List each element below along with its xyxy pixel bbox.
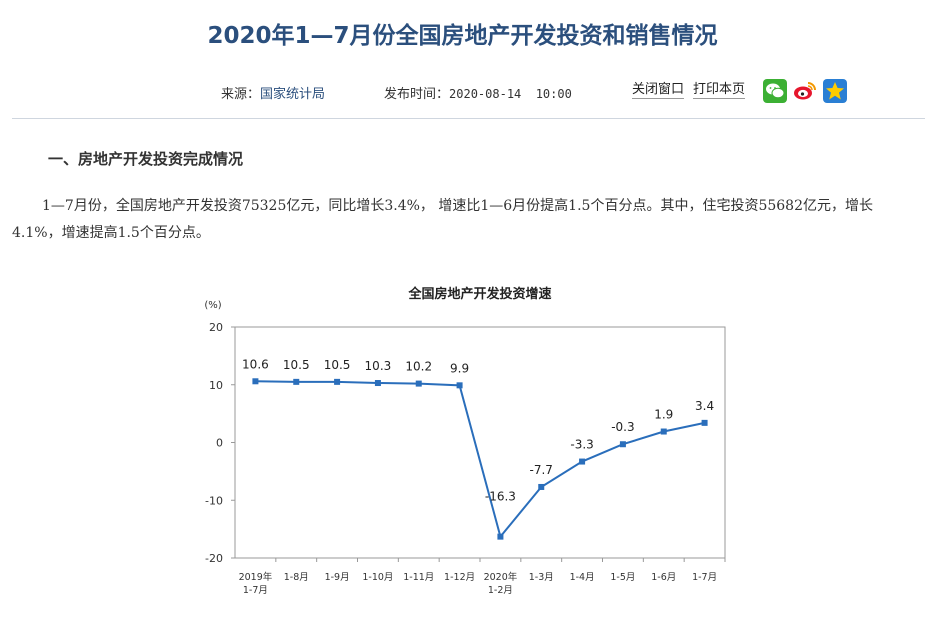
- data-point: [334, 378, 341, 385]
- y-tick-label: -20: [205, 552, 223, 565]
- x-tick-label: 1-9月: [325, 572, 350, 583]
- data-point: [415, 380, 422, 387]
- y-axis-label: (%): [204, 300, 221, 311]
- data-label: 10.6: [242, 357, 269, 371]
- x-tick-label: 1-6月: [651, 572, 676, 583]
- header-divider: [12, 118, 925, 119]
- data-label: -7.7: [530, 463, 553, 477]
- x-tick-label: 1-3月: [529, 572, 554, 583]
- x-tick-label: 2019年: [239, 571, 273, 583]
- x-tick-label: 1-2月: [488, 585, 513, 596]
- x-tick-label: 1-10月: [362, 572, 393, 583]
- data-point: [701, 419, 708, 426]
- publish-time: 2020-08-14 10:00: [449, 87, 572, 101]
- wechat-icon[interactable]: [763, 79, 787, 103]
- publish-label: 发布时间：: [384, 87, 450, 102]
- close-window-button[interactable]: 关闭窗口: [632, 82, 685, 99]
- source-link[interactable]: 国家统计局: [260, 87, 326, 102]
- x-tick-label: 2020年: [484, 571, 518, 583]
- x-tick-label: 1-5月: [610, 572, 635, 583]
- data-label: -0.3: [611, 420, 634, 434]
- x-tick-label: 1-7月: [692, 572, 717, 583]
- investment-growth-chart: 全国房地产开发投资增速 (%) 20 10 0 -10 -20 2019年 1-7月 1-8月…: [204, 286, 726, 596]
- source-label: 来源：: [221, 87, 261, 102]
- x-tick-label: 1-4月: [570, 572, 595, 583]
- data-point: [538, 483, 545, 490]
- y-tick-label: 0: [216, 437, 223, 450]
- data-label: 3.4: [695, 399, 714, 413]
- data-label: 9.9: [450, 361, 469, 375]
- data-label: 10.5: [283, 358, 310, 372]
- data-point: [456, 382, 463, 389]
- source-info: 来源：国家统计局: [221, 83, 325, 102]
- x-tick-label: 1-8月: [284, 572, 309, 583]
- data-point: [497, 533, 504, 540]
- y-tick-label: 20: [209, 321, 223, 334]
- data-label: 10.2: [405, 360, 432, 374]
- data-point: [579, 458, 586, 465]
- x-tick-label: 1-12月: [444, 572, 475, 583]
- series-line: [255, 380, 705, 539]
- data-point: [293, 378, 300, 385]
- data-point: [374, 380, 381, 387]
- y-tick-label: 10: [209, 379, 223, 392]
- weibo-icon[interactable]: [793, 79, 817, 103]
- x-tick-label: 1-11月: [403, 572, 434, 583]
- data-label: -3.3: [570, 438, 593, 452]
- qzone-icon[interactable]: [823, 79, 847, 103]
- body-paragraph: 1—7月份，全国房地产开发投资75325亿元，同比增长3.4%， 增速比1—6月…: [12, 198, 873, 241]
- y-tick-label: -10: [205, 494, 223, 507]
- data-point: [252, 378, 259, 385]
- chart-title: 全国房地产开发投资增速: [407, 286, 551, 302]
- page-title: 2020年1—7月份全国房地产开发投资和销售情况: [207, 23, 718, 49]
- data-label: 10.3: [365, 359, 392, 373]
- data-label: -16.3: [485, 490, 516, 504]
- print-page-button[interactable]: 打印本页: [693, 82, 746, 99]
- section-title: 一、房地产开发投资完成情况: [48, 150, 244, 168]
- data-label: 10.5: [324, 358, 351, 372]
- x-tick-label: 1-7月: [243, 585, 268, 596]
- data-label: 1.9: [654, 408, 673, 422]
- publish-info: 发布时间：2020-08-14 10:00: [384, 83, 572, 102]
- data-point: [619, 441, 626, 448]
- data-point: [660, 428, 667, 435]
